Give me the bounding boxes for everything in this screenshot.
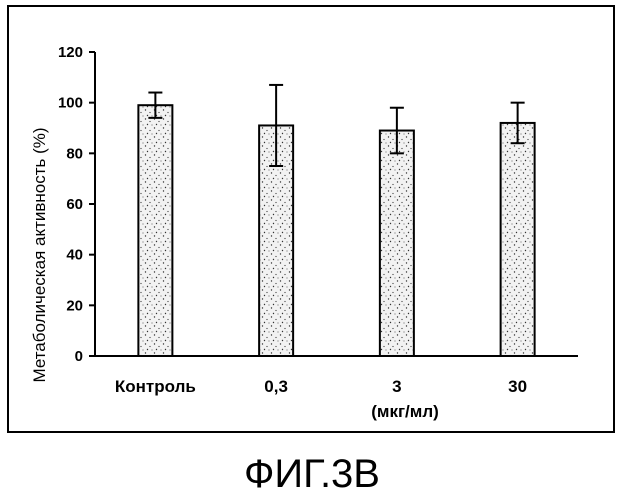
y-tick-label: 80	[66, 145, 83, 162]
figure-caption: ФИГ.3В	[244, 452, 380, 496]
bars	[138, 85, 534, 356]
y-axis-title: Метаболическая активность (%)	[30, 127, 49, 382]
y-axis: 0 20 40 60 80 100 120	[58, 44, 95, 365]
x-category-label: Контроль	[115, 377, 196, 396]
x-category-label: 30	[508, 377, 527, 396]
y-tick-label: 60	[66, 196, 83, 213]
bar-texture	[501, 123, 535, 356]
bar-texture	[138, 105, 172, 356]
y-tick-label: 0	[75, 348, 83, 365]
x-category-label: 3	[392, 377, 401, 396]
y-tick-label: 100	[58, 95, 83, 112]
y-tick-label: 120	[58, 44, 83, 61]
x-unit-label: (мкг/мл)	[371, 402, 439, 421]
x-axis: Контроль 0,3 3 30	[95, 356, 578, 396]
y-tick-label: 20	[66, 297, 83, 314]
bar-texture	[380, 131, 414, 356]
x-category-label: 0,3	[264, 377, 288, 396]
y-tick-label: 40	[66, 247, 83, 264]
